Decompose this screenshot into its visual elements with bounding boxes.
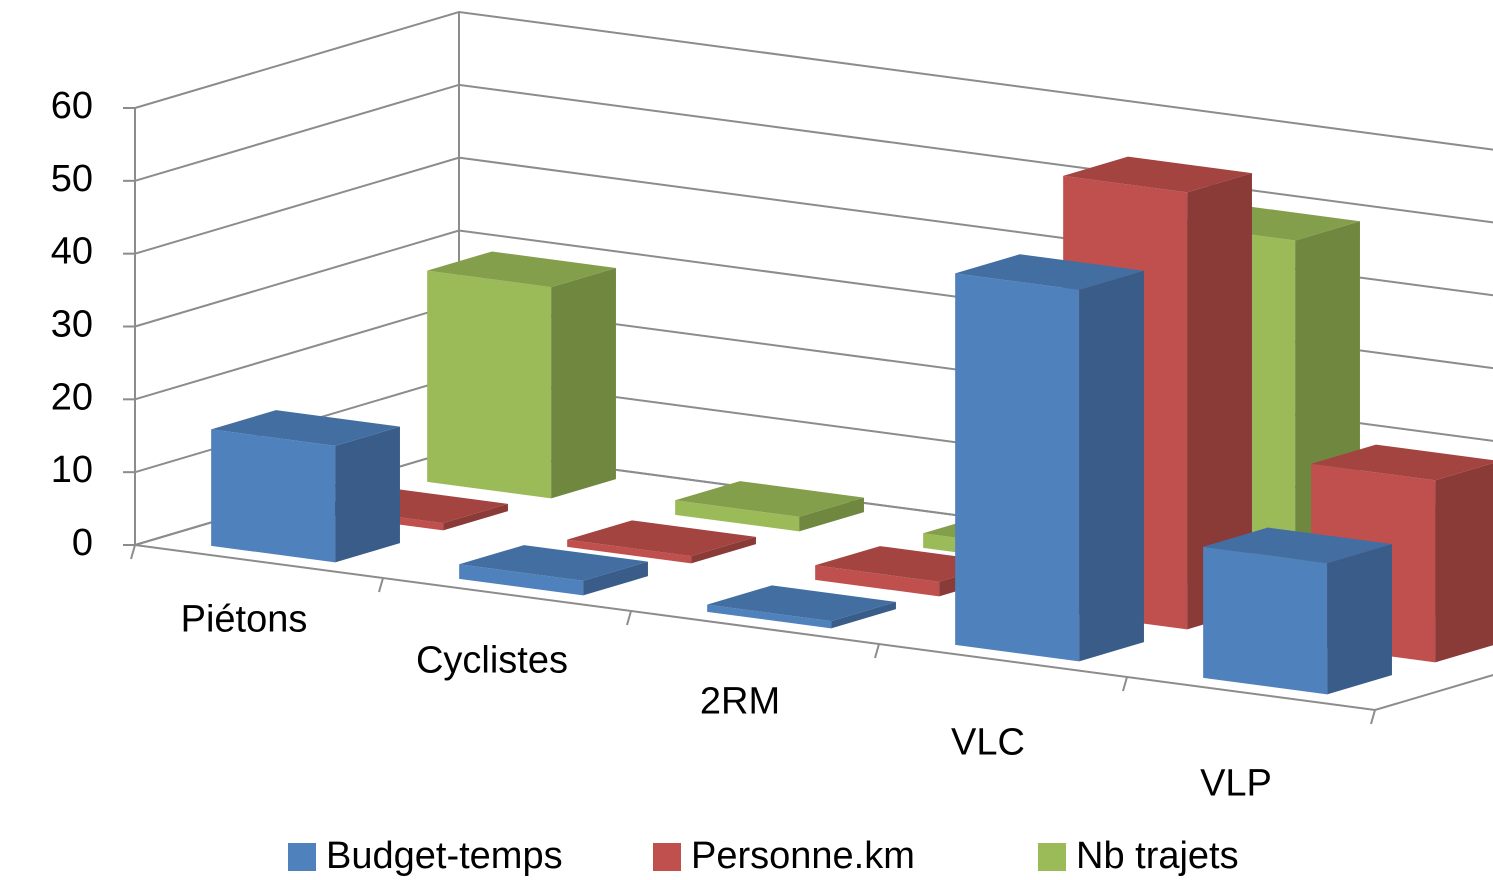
bar-top	[459, 545, 648, 581]
y-tick-label: 50	[51, 158, 93, 200]
bar-front	[675, 500, 800, 532]
x-tick	[1122, 676, 1128, 692]
bar-front	[955, 273, 1080, 662]
bar-side	[1435, 463, 1493, 663]
x-tick-label: VLC	[951, 722, 1025, 764]
y-tick-label: 40	[51, 231, 93, 273]
bar-side	[691, 536, 756, 564]
bar-side	[1079, 270, 1144, 662]
x-tick	[626, 610, 632, 626]
bar-side	[335, 426, 400, 563]
bar-front	[1203, 546, 1328, 695]
grid-line	[134, 10, 1493, 151]
bar-side	[831, 601, 896, 629]
bar-top	[707, 585, 896, 622]
y-tick-label: 30	[51, 304, 93, 346]
bar-front	[459, 564, 584, 596]
x-tick	[378, 577, 384, 593]
legend-swatch	[288, 843, 316, 871]
y-tick-label: 60	[51, 85, 93, 127]
bar	[459, 545, 648, 596]
y-tick-label: 10	[51, 449, 93, 491]
bar-top	[1311, 444, 1493, 481]
x-tick-label: VLP	[1200, 763, 1272, 805]
bar	[427, 251, 616, 499]
x-tick	[874, 643, 880, 659]
bar-front	[427, 270, 552, 499]
bar-front	[211, 429, 336, 563]
bar-side	[1187, 173, 1252, 630]
bar	[211, 410, 400, 563]
bar-top	[427, 251, 616, 288]
legend-swatch	[1038, 843, 1066, 871]
bar-side	[799, 497, 864, 532]
bar-front	[707, 604, 832, 629]
bar-side	[443, 503, 508, 531]
bar-top	[955, 254, 1144, 290]
legend-label: Personne.km	[691, 835, 915, 877]
x-tick-label: Piétons	[181, 599, 308, 641]
legend-swatch	[653, 843, 681, 871]
bar-top	[1203, 527, 1392, 564]
legend-label: Nb trajets	[1076, 835, 1239, 877]
x-tick-label: Cyclistes	[416, 640, 568, 682]
x-tick	[1370, 709, 1376, 725]
bar	[567, 520, 756, 564]
bar	[1203, 527, 1392, 695]
x-tick	[130, 544, 136, 560]
y-tick-label: 0	[72, 522, 93, 564]
legend: Budget-temps Personne.km Nb trajets	[288, 835, 1239, 877]
bar-top	[567, 520, 756, 557]
bar	[675, 481, 864, 532]
bar-side	[583, 561, 648, 596]
bar-top	[211, 410, 400, 446]
bar	[707, 585, 896, 629]
bar-front	[567, 539, 692, 564]
bar-top	[1063, 156, 1252, 193]
y-tick-label: 20	[51, 376, 93, 418]
bar-front	[815, 565, 940, 597]
x-tick-label: 2RM	[700, 681, 780, 723]
bar-side	[551, 267, 616, 499]
legend-label: Budget-temps	[326, 835, 563, 877]
bar-top	[675, 481, 864, 517]
bar	[955, 254, 1144, 662]
bar-side	[1327, 544, 1392, 695]
